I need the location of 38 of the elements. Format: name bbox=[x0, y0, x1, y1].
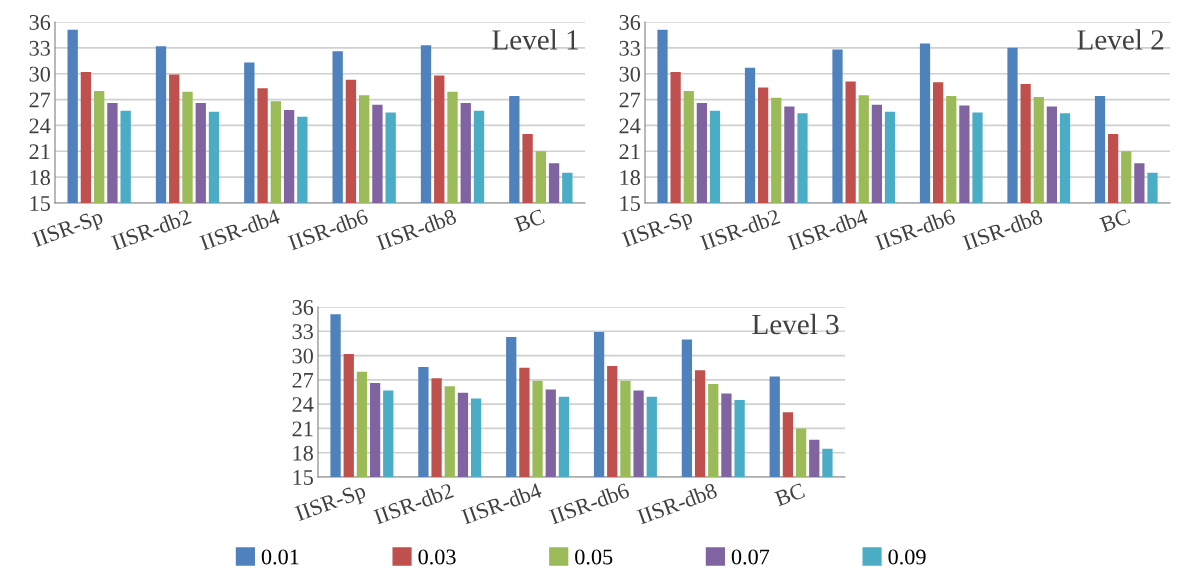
y-tick-label: 15 bbox=[293, 470, 313, 485]
legend-label: 0.09 bbox=[888, 549, 926, 565]
y-tick-label: 30 bbox=[29, 66, 50, 82]
y-tick-label: 27 bbox=[29, 92, 51, 108]
y-tick-label: 36 bbox=[619, 14, 641, 30]
x-tick-label: BC bbox=[774, 482, 806, 507]
y-tick-label: 27 bbox=[619, 92, 641, 108]
y-tick-label: 15 bbox=[30, 196, 50, 211]
legend-label: 0.05 bbox=[575, 549, 613, 565]
y-tick-label: 33 bbox=[292, 324, 313, 340]
legend-label: 0.07 bbox=[731, 549, 770, 565]
y-tick-label: 30 bbox=[619, 66, 640, 82]
y-tick-label: 24 bbox=[292, 397, 314, 412]
y-tick-label: 27 bbox=[292, 372, 314, 388]
chart-title: Level 3 bbox=[752, 313, 839, 335]
y-tick-label: 21 bbox=[29, 144, 50, 159]
y-tick-label: 33 bbox=[29, 40, 50, 56]
chart-title: Level 2 bbox=[1077, 29, 1164, 50]
x-tick-label: IISR-Sp bbox=[294, 486, 368, 521]
y-tick-label: 24 bbox=[619, 118, 641, 134]
y-tick-label: 24 bbox=[29, 118, 51, 134]
y-tick-label: 18 bbox=[293, 445, 313, 461]
y-tick-label: 15 bbox=[620, 196, 640, 211]
x-tick-label: IISR-Sp bbox=[31, 212, 106, 247]
y-tick-label: 18 bbox=[620, 170, 640, 186]
y-tick-label: 33 bbox=[619, 40, 640, 56]
legend-label: 0.03 bbox=[418, 549, 456, 565]
y-tick-label: 21 bbox=[292, 421, 313, 437]
chart-title: Level 1 bbox=[492, 29, 578, 50]
legend-label: 0.01 bbox=[261, 549, 299, 565]
y-tick-label: 30 bbox=[292, 348, 313, 364]
x-tick-label: BC bbox=[513, 208, 546, 233]
y-tick-label: 36 bbox=[292, 299, 314, 315]
y-tick-label: 21 bbox=[619, 144, 640, 159]
y-tick-label: 36 bbox=[29, 14, 51, 30]
x-tick-label: IISR-Sp bbox=[621, 212, 695, 247]
x-tick-label: BC bbox=[1099, 208, 1131, 233]
y-tick-label: 18 bbox=[30, 170, 50, 186]
